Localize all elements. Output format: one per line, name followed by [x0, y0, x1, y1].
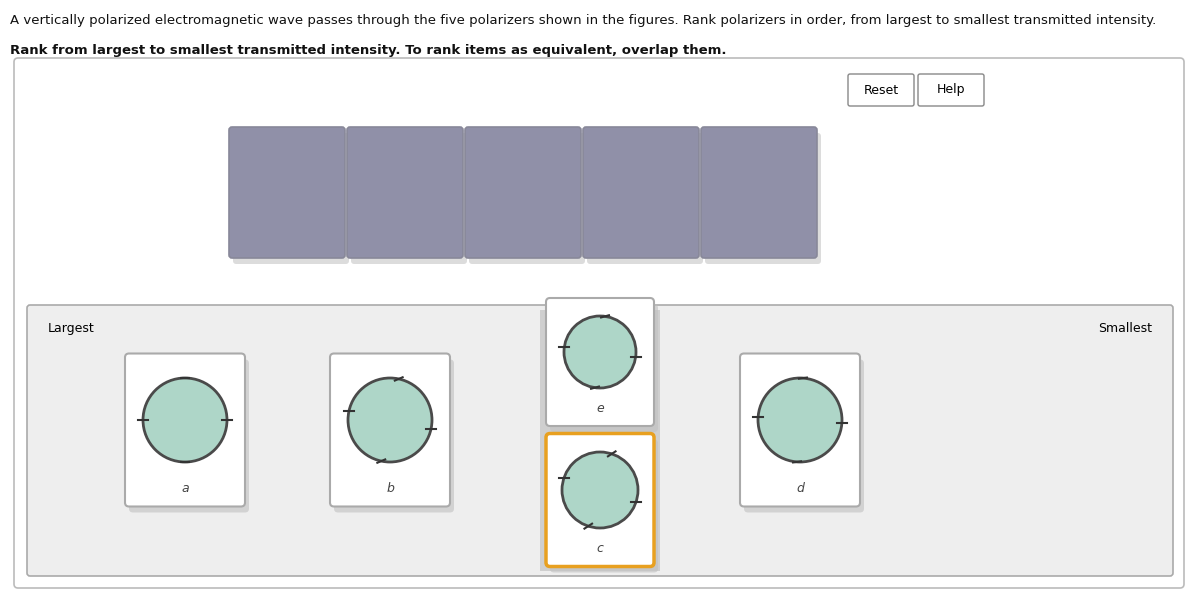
- FancyBboxPatch shape: [466, 127, 581, 258]
- FancyBboxPatch shape: [583, 127, 698, 258]
- Text: a: a: [181, 482, 188, 495]
- FancyBboxPatch shape: [352, 133, 467, 264]
- FancyBboxPatch shape: [550, 304, 658, 432]
- Text: A vertically polarized electromagnetic wave passes through the five polarizers s: A vertically polarized electromagnetic w…: [10, 14, 1157, 27]
- Text: Reset: Reset: [864, 83, 899, 96]
- FancyBboxPatch shape: [740, 353, 860, 506]
- Circle shape: [562, 452, 638, 528]
- Circle shape: [143, 378, 227, 462]
- Text: b: b: [386, 482, 394, 495]
- Text: Largest: Largest: [48, 322, 95, 335]
- FancyBboxPatch shape: [14, 58, 1184, 588]
- FancyBboxPatch shape: [330, 353, 450, 506]
- FancyBboxPatch shape: [848, 74, 914, 106]
- Circle shape: [564, 316, 636, 388]
- Text: Rank from largest to smallest transmitted intensity. To rank items as equivalent: Rank from largest to smallest transmitte…: [10, 44, 726, 57]
- FancyBboxPatch shape: [233, 133, 349, 264]
- FancyBboxPatch shape: [347, 127, 463, 258]
- FancyBboxPatch shape: [229, 127, 346, 258]
- Text: Smallest: Smallest: [1098, 322, 1152, 335]
- FancyBboxPatch shape: [334, 359, 454, 512]
- FancyBboxPatch shape: [744, 359, 864, 512]
- Text: Help: Help: [937, 83, 965, 96]
- Circle shape: [348, 378, 432, 462]
- FancyBboxPatch shape: [125, 353, 245, 506]
- Text: c: c: [596, 542, 604, 555]
- FancyBboxPatch shape: [550, 440, 658, 572]
- FancyBboxPatch shape: [540, 310, 660, 571]
- FancyBboxPatch shape: [918, 74, 984, 106]
- FancyBboxPatch shape: [546, 434, 654, 566]
- Text: d: d: [796, 482, 804, 495]
- Text: e: e: [596, 402, 604, 415]
- FancyBboxPatch shape: [701, 127, 817, 258]
- Circle shape: [758, 378, 842, 462]
- FancyBboxPatch shape: [469, 133, 586, 264]
- FancyBboxPatch shape: [28, 305, 1174, 576]
- FancyBboxPatch shape: [546, 298, 654, 426]
- FancyBboxPatch shape: [130, 359, 250, 512]
- FancyBboxPatch shape: [587, 133, 703, 264]
- FancyBboxPatch shape: [706, 133, 821, 264]
